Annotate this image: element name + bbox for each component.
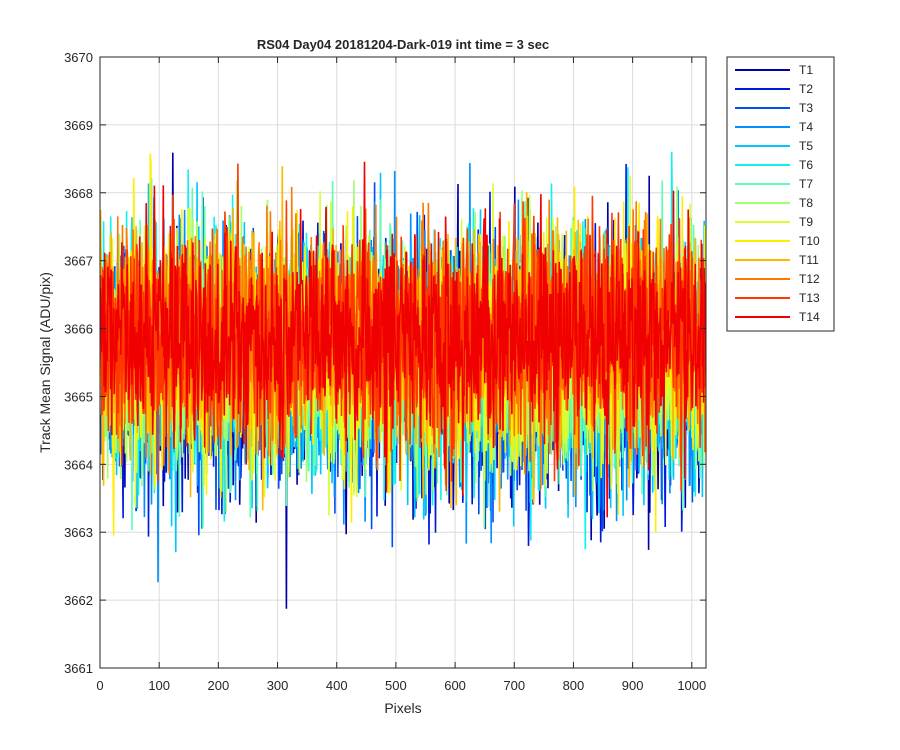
legend-label-t11: T11 <box>799 253 819 267</box>
y-tick-label: 3661 <box>64 661 93 676</box>
legend: T1 T2 T3 T4 T5 T6 T7 T8 T9 T10 T11 T12 T13 T14 <box>726 56 835 332</box>
legend-label-t3: T3 <box>799 101 813 115</box>
legend-label-t9: T9 <box>799 215 813 229</box>
y-tick-label: 3663 <box>64 525 93 540</box>
legend-label-t1: T1 <box>799 63 813 77</box>
x-axis-label: Pixels <box>384 700 421 716</box>
legend-label-t8: T8 <box>799 196 813 210</box>
legend-label-t10: T10 <box>799 234 820 248</box>
x-tick-label: 600 <box>444 678 466 693</box>
y-tick-label: 3666 <box>64 322 93 337</box>
legend-label-t12: T12 <box>799 272 820 286</box>
y-tick-label: 3670 <box>64 50 93 65</box>
legend-label-t5: T5 <box>799 139 813 153</box>
legend-label-t14: T14 <box>799 310 820 324</box>
y-tick-label: 3668 <box>64 186 93 201</box>
y-axis-label: Track Mean Signal (ADU/pix) <box>37 272 53 453</box>
x-tick-label: 900 <box>622 678 644 693</box>
plot-frame <box>99 56 707 669</box>
x-tick-label: 300 <box>267 678 289 693</box>
x-tick-label: 800 <box>563 678 585 693</box>
series-lines <box>100 151 706 609</box>
x-tick-label: 200 <box>208 678 230 693</box>
y-tick-label: 3662 <box>64 593 93 608</box>
plot-area: 0 100 200 300 400 500 600 700 800 900 1000 3661366… <box>64 50 707 693</box>
legend-box <box>726 56 835 332</box>
legend-label-t7: T7 <box>799 177 813 191</box>
x-tick-label: 1000 <box>677 678 706 693</box>
x-tick-label: 0 <box>96 678 103 693</box>
x-tick-label: 100 <box>148 678 170 693</box>
legend-label-t13: T13 <box>799 291 820 305</box>
x-axis-ticks: 0 100 200 300 400 500 600 700 800 900 1000 <box>96 57 706 693</box>
y-tick-label: 3665 <box>64 389 93 404</box>
series-line-t14 <box>100 161 706 518</box>
y-tick-label: 3667 <box>64 254 93 269</box>
y-tick-label: 3664 <box>64 457 93 472</box>
chart-title: RS04 Day04 20181204-Dark-019 int time = … <box>257 37 549 52</box>
x-tick-label: 700 <box>503 678 525 693</box>
y-tick-label: 3669 <box>64 118 93 133</box>
x-tick-label: 500 <box>385 678 407 693</box>
legend-label-t4: T4 <box>799 120 813 134</box>
legend-label-t6: T6 <box>799 158 813 172</box>
y-axis-ticks: 3661 3662 3663 3664 3665 3666 3667 3668 3669 3670 <box>64 50 706 676</box>
series-line-t13 <box>100 163 706 492</box>
legend-label-t2: T2 <box>799 82 813 96</box>
x-tick-label: 400 <box>326 678 348 693</box>
